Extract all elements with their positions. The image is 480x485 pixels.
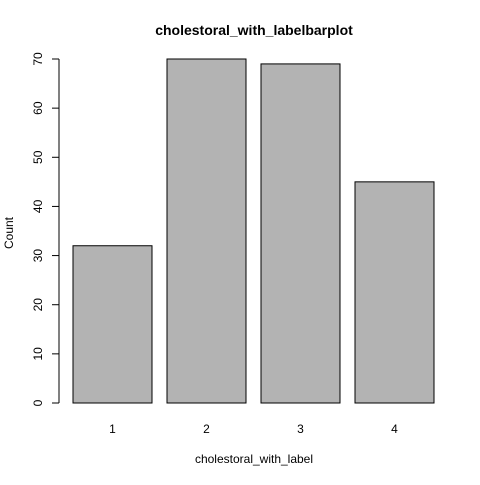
chart-title: cholestoral_with_labelbarplot [155, 22, 353, 38]
y-axis-label: Count [2, 216, 16, 249]
x-tick-label-3: 3 [297, 422, 304, 436]
y-tick-label-0: 0 [31, 399, 45, 406]
y-tick-label-60: 60 [31, 101, 45, 115]
x-tick-label-2: 2 [203, 422, 210, 436]
x-axis-label: cholestoral_with_label [195, 452, 313, 466]
y-tick-label-10: 10 [31, 347, 45, 361]
y-tick-label-50: 50 [31, 150, 45, 164]
bar-3 [260, 63, 341, 404]
y-axis: 0 10 20 30 40 50 60 70 [31, 52, 60, 406]
bars-group [72, 58, 435, 404]
y-tick-label-20: 20 [31, 298, 45, 312]
y-tick-label-70: 70 [31, 52, 45, 66]
x-tick-label-1: 1 [109, 422, 116, 436]
bar-4 [354, 181, 435, 404]
x-tick-labels: 1 2 3 4 [109, 422, 398, 436]
x-tick-label-4: 4 [391, 422, 398, 436]
bar-2 [166, 58, 247, 404]
y-tick-label-40: 40 [31, 199, 45, 213]
y-tick-label-30: 30 [31, 249, 45, 263]
bar-1 [72, 245, 153, 404]
